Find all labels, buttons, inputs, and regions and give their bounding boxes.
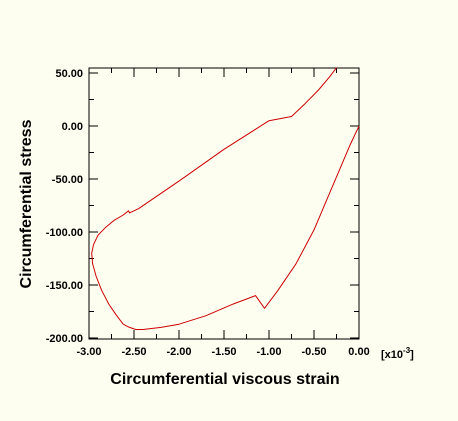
series-layer [91,67,360,330]
x-axis-title: Circumferential viscous strain [110,371,339,388]
y-tick-label: -100.00 [46,227,83,239]
y-tick-label: -50.00 [52,174,83,186]
x-tick-label: -1.50 [211,346,236,358]
y-tick-label: 50.00 [55,68,83,80]
y-tick-label: -200.00 [46,333,83,345]
plot-frame [88,67,360,340]
y-tick-label: -150.00 [46,280,83,292]
series-line-0 [91,67,360,330]
y-tick-label: 0.00 [62,121,83,133]
y-axis-title: Circumferential stress [18,119,35,288]
tick-marks [88,68,360,339]
x-tick-label: -0.50 [301,346,326,358]
x-tick-label: -2.50 [121,346,146,358]
x-tick-label: 0.00 [348,346,369,358]
y-tick-labels: -200.00 -150.00 -100.00 -50.00 0.00 50.00 [46,68,83,345]
x-tick-labels: -3.00 -2.50 -2.00 -1.50 -1.00 -0.50 0.00 [76,346,369,358]
x-multiplier: [x10-3] [381,346,414,361]
x-tick-label: -3.00 [76,346,101,358]
x-tick-label: -2.00 [166,346,191,358]
x-tick-label: -1.00 [256,346,281,358]
